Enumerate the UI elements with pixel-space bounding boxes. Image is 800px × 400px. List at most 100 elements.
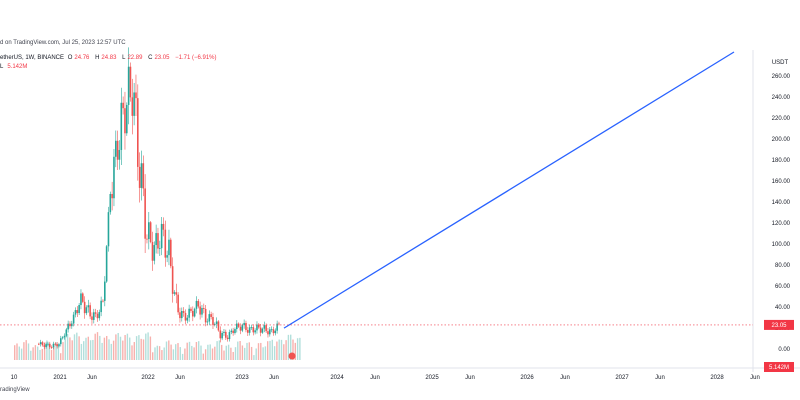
- volume-bar: [225, 345, 227, 360]
- volume-bar: [292, 339, 294, 360]
- volume-bar: [253, 355, 255, 360]
- volume-bar: [207, 344, 209, 360]
- candle-body: [61, 337, 64, 339]
- volume-bar: [50, 349, 53, 360]
- open-label: O: [67, 55, 73, 61]
- volume-bar: [246, 342, 248, 360]
- candle-body: [190, 308, 192, 311]
- candle-body: [43, 345, 46, 347]
- open-value: 24.76: [74, 55, 90, 61]
- volume-bar: [223, 350, 225, 360]
- candle-body: [149, 222, 152, 242]
- y-tick-label: 240.00: [772, 95, 791, 101]
- candle-body: [232, 330, 234, 334]
- candle-body: [65, 329, 68, 336]
- candle-body: [243, 322, 245, 326]
- volume-bar: [216, 341, 218, 360]
- candle-body: [67, 323, 69, 330]
- candle-body: [91, 316, 93, 320]
- symbol-name[interactable]: etherUS, 1W, BINANCE: [0, 55, 65, 61]
- y-tick-label: 80.00: [775, 263, 791, 269]
- volume-bar: [296, 338, 299, 360]
- volume-bar: [108, 339, 110, 360]
- symbol-info: etherUS, 1W, BINANCE O 24.76 H 24.83 L 22.8…: [0, 55, 219, 61]
- y-tick-label: 260.00: [772, 74, 791, 80]
- volume-bar: [23, 342, 25, 360]
- change-value: −1.71 (−6.91%): [175, 55, 217, 61]
- candle-body: [201, 308, 203, 315]
- volume-bar: [43, 342, 46, 360]
- candle-body: [214, 323, 216, 325]
- candle-body: [87, 305, 90, 308]
- candle-body: [41, 342, 44, 346]
- candle-body: [219, 330, 222, 339]
- candle-body: [83, 301, 86, 314]
- candle-body: [76, 310, 79, 314]
- volume-bar: [257, 343, 260, 360]
- candle-body: [89, 305, 91, 317]
- volume-bar: [16, 343, 18, 360]
- volume-bar: [285, 340, 287, 360]
- x-tick-label: 2024: [330, 375, 344, 381]
- y-tick-label: 140.00: [772, 200, 791, 206]
- y-tick-label: 0.00: [778, 347, 790, 353]
- candle-body: [58, 344, 60, 347]
- candle-body: [267, 331, 269, 335]
- volume-bar: [232, 351, 234, 360]
- candle-body: [252, 327, 255, 333]
- volume-bar: [244, 347, 246, 360]
- volume-bar: [53, 344, 55, 360]
- candle-body: [137, 98, 139, 167]
- volume-bar: [99, 335, 101, 360]
- volume-bar: [147, 332, 149, 360]
- volume-bar: [152, 352, 154, 360]
- candle-body: [142, 163, 145, 189]
- candle-body: [140, 163, 143, 188]
- candle-body: [118, 149, 121, 160]
- y-tick-label: 60.00: [775, 284, 791, 290]
- low-value: 22.89: [127, 55, 143, 61]
- last-price-value: 23.05: [771, 323, 787, 329]
- volume-bar: [126, 333, 129, 360]
- volume-bar: [129, 337, 131, 360]
- volume-bar: [117, 332, 119, 360]
- candle-body: [184, 312, 187, 321]
- candle-body: [175, 292, 178, 295]
- candle-body: [166, 255, 168, 258]
- candle-body: [223, 331, 225, 333]
- x-tick-label: 10: [11, 375, 18, 381]
- volume-bar: [202, 353, 204, 360]
- x-tick-label: 2021: [53, 375, 67, 381]
- y-tick-label: 40.00: [775, 305, 791, 311]
- volume-bar: [119, 336, 122, 360]
- candle-body: [82, 293, 84, 302]
- volume-bar: [188, 341, 191, 360]
- candle-body: [261, 328, 264, 333]
- candle-body: [52, 343, 55, 348]
- candle-body: [49, 343, 51, 348]
- high-label: H: [95, 55, 100, 61]
- x-tick-label: 2026: [520, 375, 534, 381]
- candle-body: [129, 66, 132, 98]
- candle-body: [265, 325, 267, 332]
- volume-bar: [273, 346, 276, 360]
- volume-bar: [138, 335, 140, 360]
- y-tick-label: 180.00: [772, 158, 791, 164]
- volume-bar: [37, 346, 39, 360]
- candle-body: [56, 344, 58, 347]
- candle-body: [72, 314, 75, 324]
- volume-bar: [175, 344, 177, 360]
- volume-bar: [214, 346, 216, 360]
- candle-body: [45, 344, 47, 347]
- x-tick-label: Jun: [269, 375, 279, 381]
- candle-body: [159, 248, 161, 249]
- candle-body: [85, 307, 88, 314]
- volume-bar: [250, 346, 253, 360]
- volume-bar: [122, 340, 124, 360]
- tradingview-brand: radingView: [0, 387, 30, 393]
- candle-body: [60, 338, 62, 345]
- candle-body: [192, 310, 194, 317]
- volume-bar: [131, 345, 133, 360]
- candle-body: [226, 337, 229, 340]
